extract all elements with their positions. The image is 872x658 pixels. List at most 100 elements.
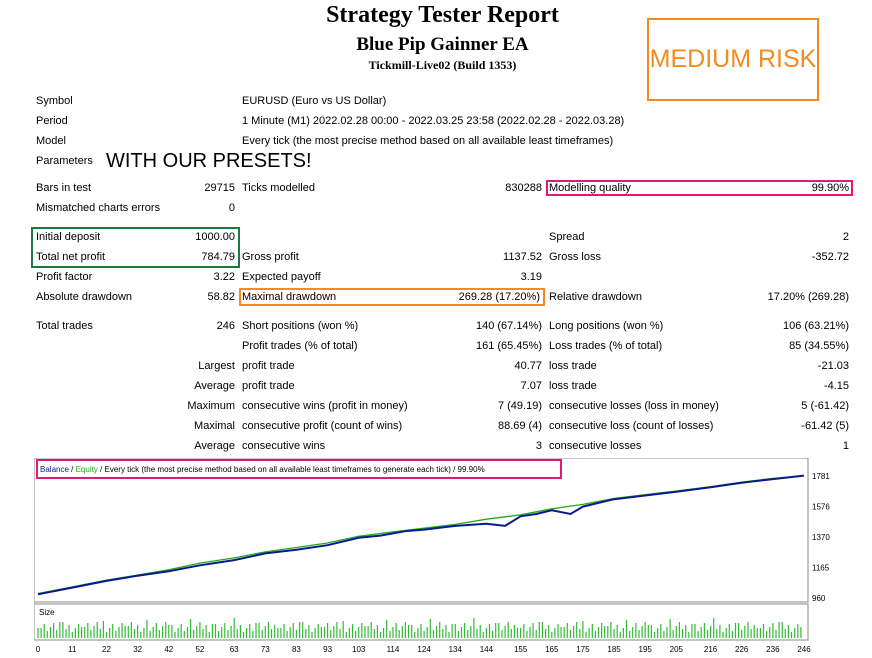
size-bar	[594, 631, 596, 638]
size-bar	[308, 625, 310, 638]
size-bar	[597, 627, 600, 638]
size-bar	[669, 619, 671, 638]
size-bar	[520, 628, 522, 638]
size-bar	[264, 626, 266, 638]
x-tick-label: 185	[607, 645, 621, 654]
size-bar	[738, 623, 740, 638]
mismatch-value: 0	[228, 202, 235, 214]
size-bar	[426, 627, 428, 638]
size-bar	[411, 625, 413, 638]
size-bar	[563, 627, 565, 638]
size-bar	[364, 626, 366, 638]
size-bar	[448, 632, 450, 638]
size-bar	[252, 631, 254, 638]
size-bar	[800, 627, 802, 638]
size-bar	[501, 630, 503, 638]
x-tick-label: 83	[292, 645, 301, 654]
size-bar	[162, 626, 164, 638]
size-bar	[722, 632, 724, 638]
size-bar	[84, 627, 86, 638]
net-profit-value: 784.79	[201, 251, 235, 263]
maximum-label: Maximum	[187, 400, 235, 412]
max-consecutive-wins-label: consecutive wins (profit in money)	[242, 400, 408, 412]
size-bar	[124, 626, 126, 638]
size-bar	[65, 629, 67, 638]
size-bar	[762, 624, 765, 638]
max-consecutive-losses-label: consecutive losses (loss in money)	[549, 400, 719, 412]
size-bar	[339, 629, 341, 638]
size-bar	[467, 630, 469, 638]
gross-loss-value: -352.72	[811, 251, 849, 263]
expected-payoff-label: Expected payoff	[242, 271, 321, 283]
size-bar	[604, 626, 606, 638]
size-bar	[464, 623, 466, 638]
total-trades-value: 246	[216, 320, 235, 332]
size-bar	[367, 626, 369, 638]
size-bar	[62, 622, 64, 638]
average-profit-label: profit trade	[242, 380, 295, 392]
size-bar	[753, 625, 755, 638]
size-bar	[482, 632, 484, 638]
x-tick-label: 205	[670, 645, 684, 654]
size-bar	[205, 625, 207, 638]
size-bar	[797, 624, 799, 638]
size-bar	[541, 622, 543, 638]
size-bar	[488, 624, 491, 638]
size-bar	[330, 630, 332, 638]
size-bar	[327, 623, 329, 638]
max-consecutive-losses-value: 5 (-61.42)	[801, 400, 849, 412]
size-bar	[261, 630, 263, 638]
loss-trades-label: Loss trades (% of total)	[549, 340, 663, 352]
absolute-drawdown-label: Absolute drawdown	[36, 291, 133, 303]
profit-trades-value: 161 (65.45%)	[475, 340, 542, 352]
ticks-value: 830288	[505, 182, 542, 194]
x-tick-label: 11	[68, 645, 77, 654]
size-bar	[781, 622, 783, 638]
balance-line	[37, 474, 805, 596]
size-bar	[233, 618, 235, 638]
size-bar	[666, 627, 668, 638]
size-bar	[186, 627, 189, 638]
size-bar	[653, 632, 656, 638]
y-tick-label: 960	[812, 594, 826, 603]
loss-trades-value: 85 (34.55%)	[789, 340, 849, 352]
size-bar	[236, 629, 238, 638]
largest-profit-label: profit trade	[242, 360, 295, 372]
size-bar	[647, 625, 649, 638]
size-bar	[314, 628, 316, 638]
x-tick-label: 73	[261, 645, 270, 654]
size-bar	[227, 630, 229, 638]
size-bar	[439, 622, 441, 638]
size-bar	[700, 627, 702, 638]
size-bar	[221, 627, 223, 638]
size-bar	[99, 629, 101, 638]
size-bar	[759, 628, 761, 638]
size-bar	[420, 624, 422, 638]
size-bar	[772, 623, 774, 638]
size-bar	[504, 626, 506, 638]
size-bar	[49, 627, 52, 638]
y-tick-label: 1370	[812, 533, 830, 542]
medium-risk-badge: MEDIUM RISK	[647, 18, 819, 101]
size-bar	[193, 630, 195, 638]
size-bar	[784, 629, 786, 638]
size-bar	[495, 623, 497, 638]
period-label: Period	[36, 115, 68, 127]
y-tick-label: 1165	[812, 564, 830, 573]
size-bar	[678, 622, 680, 638]
size-bar	[694, 624, 696, 638]
size-bar	[74, 628, 76, 638]
maximal-consecutive-profit-label: consecutive profit (count of wins)	[242, 420, 403, 432]
size-bar	[379, 632, 382, 638]
balance-equity-chart: Balance / Equity / Every tick (the most …	[34, 458, 830, 654]
size-bar	[710, 626, 712, 638]
size-bar	[299, 622, 301, 638]
largest-profit-value: 40.77	[514, 360, 542, 372]
average-consecutive-wins-label: consecutive wins	[242, 440, 326, 452]
size-bar	[112, 624, 114, 638]
ticks-label: Ticks modelled	[242, 182, 315, 194]
size-bar	[790, 632, 793, 638]
size-bar	[302, 622, 304, 638]
x-tick-label: 144	[480, 645, 494, 654]
size-bar	[507, 622, 509, 638]
